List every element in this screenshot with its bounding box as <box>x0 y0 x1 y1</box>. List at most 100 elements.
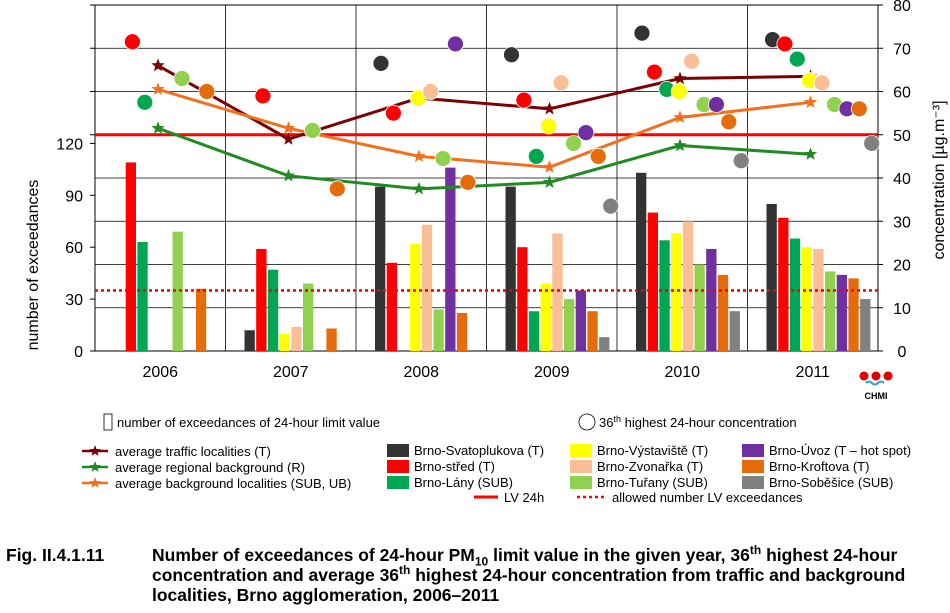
legend-circle-marker <box>578 413 596 431</box>
bar <box>694 264 705 351</box>
average-marker <box>542 175 557 188</box>
bar <box>729 311 740 351</box>
bar <box>421 224 433 351</box>
bar <box>836 274 847 351</box>
bar <box>386 262 397 351</box>
legend-station-label: Brno-Úvoz (T – hot spot) <box>769 443 911 458</box>
average-marker <box>151 58 165 72</box>
average-marker <box>673 110 687 124</box>
bar <box>505 186 516 351</box>
point-36th-highest <box>776 35 794 53</box>
legend-lv-label: LV 24h <box>504 490 544 505</box>
legend-layer: number of exceedances of 24-hour limit v… <box>82 413 911 505</box>
bar <box>671 233 682 351</box>
average-marker <box>803 147 818 160</box>
legend-station-swatch <box>570 460 592 473</box>
legend-average-marker <box>89 477 101 488</box>
bar <box>125 162 136 351</box>
legend-station-label: Brno-Tuřany (SUB) <box>597 475 708 490</box>
point-36th-highest <box>422 83 440 100</box>
chmi-logo: CHMI <box>859 371 893 401</box>
point-36th-highest <box>565 134 582 152</box>
legend-station-label: Brno-Výstaviště (T) <box>597 443 708 458</box>
average-marker <box>542 101 557 115</box>
axis-layer: 0 30 60 90 120 0 10 20 30 40 50 60 70 80 2006 2007 2008 2… <box>25 0 948 381</box>
average-line <box>157 126 811 191</box>
category-label: 2007 <box>273 364 309 381</box>
right-tick-label: 30 <box>893 214 911 231</box>
right-tick-label: 40 <box>893 171 911 188</box>
average-marker <box>542 160 557 173</box>
average-marker <box>281 121 296 134</box>
bar <box>244 330 255 351</box>
point-36th-highest <box>123 33 141 51</box>
point-36th-highest <box>434 150 452 167</box>
point-36th-highest <box>813 74 831 92</box>
legend-station-label: Brno-Zvonařka (T) <box>597 459 703 474</box>
point-36th-highest <box>602 197 620 215</box>
right-tick-label: 20 <box>893 258 911 275</box>
point-36th-highest <box>670 83 688 100</box>
bar <box>456 312 468 351</box>
legend-bar-marker-label: number of exceedances of 24-hour limit v… <box>117 415 380 430</box>
right-tick-label: 80 <box>893 0 911 15</box>
right-tick-label: 70 <box>893 41 911 58</box>
right-tick-label: 60 <box>893 85 911 102</box>
legend-circle-sup: th <box>613 414 621 424</box>
point-36th-highest <box>788 50 806 68</box>
logo-dot <box>883 371 893 381</box>
bar <box>267 269 279 351</box>
bar <box>860 299 871 351</box>
point-36th-highest <box>552 74 570 92</box>
legend-allowed-label: allowed number LV exceedances <box>612 490 803 505</box>
bar <box>445 167 456 351</box>
legend-average-label: average background localities (SUB, UB) <box>115 476 351 491</box>
bar <box>410 243 421 351</box>
bar <box>575 290 586 351</box>
right-tick-label: 10 <box>893 301 911 318</box>
legend-station-label: Brno-střed (T) <box>414 459 495 474</box>
legend-station-swatch <box>387 460 409 473</box>
point-36th-highest <box>850 100 868 118</box>
point-36th-highest <box>459 173 477 191</box>
legend-circle-rest: highest 24-hour concentration <box>621 415 797 430</box>
category-label: 2011 <box>796 364 831 381</box>
legend-station-label: Brno-Lány (SUB) <box>414 475 513 490</box>
average-marker <box>673 71 687 85</box>
bar <box>813 248 824 351</box>
legend-station-swatch <box>387 444 409 457</box>
average-lines-layer <box>151 58 818 195</box>
bar <box>540 283 551 351</box>
bars-layer <box>125 162 871 351</box>
point-36th-highest <box>863 134 881 152</box>
category-label: 2008 <box>403 364 439 381</box>
point-36th-highest <box>254 87 272 105</box>
bar <box>528 311 540 351</box>
left-tick-label: 0 <box>74 344 83 361</box>
point-36th-highest <box>683 52 700 70</box>
bar <box>172 231 183 351</box>
right-axis-title: concentration [µg.m⁻³] <box>931 100 948 259</box>
point-36th-highest <box>515 91 533 109</box>
legend-average-marker <box>89 445 101 456</box>
points-layer <box>123 24 881 215</box>
legend-circle-marker-label: 36th highest 24-hour concentration <box>599 414 797 430</box>
average-marker <box>151 82 165 95</box>
legend-circle-num: 36 <box>599 415 613 430</box>
legend-station-swatch <box>742 444 764 457</box>
bar <box>291 326 302 351</box>
point-36th-highest <box>540 117 558 135</box>
bar <box>717 274 729 351</box>
left-tick-label: 60 <box>65 240 83 257</box>
point-36th-highest <box>304 122 321 139</box>
point-36th-highest <box>527 147 545 165</box>
point-36th-highest <box>732 152 750 170</box>
point-36th-highest <box>372 54 390 72</box>
bar <box>433 309 444 351</box>
bar <box>706 248 717 351</box>
bar <box>789 238 801 351</box>
exceedances-chart: 0 30 60 90 120 0 10 20 30 40 50 60 70 80 2006 2007 2008 2… <box>25 0 948 505</box>
left-tick-label: 120 <box>56 136 83 153</box>
left-tick-label: 90 <box>65 188 83 205</box>
bar <box>517 247 528 351</box>
